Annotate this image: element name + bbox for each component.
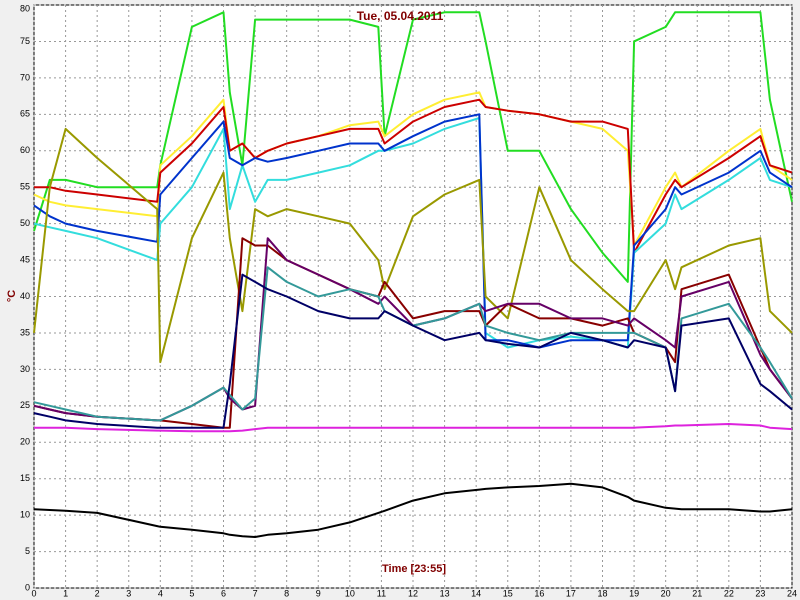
data-line xyxy=(33,482,793,538)
x-tick-label: 4 xyxy=(158,588,163,598)
x-tick-label: 23 xyxy=(755,588,765,598)
x-tick-label: 1 xyxy=(63,588,68,598)
x-tick-label: 12 xyxy=(408,588,418,598)
x-tick-label: 14 xyxy=(471,588,481,598)
y-tick-label: 50 xyxy=(20,218,30,228)
x-tick-label: 11 xyxy=(377,588,386,598)
y-tick-label: 25 xyxy=(20,400,30,410)
x-tick-label: 22 xyxy=(724,588,734,598)
y-tick-label: 20 xyxy=(20,437,30,447)
y-tick-label: 75 xyxy=(20,36,30,46)
x-tick-label: 24 xyxy=(787,588,797,598)
y-tick-label: 65 xyxy=(20,109,30,119)
data-line xyxy=(33,237,793,429)
x-axis-title: Time [23:55] xyxy=(382,563,446,575)
x-tick-label: 16 xyxy=(534,588,544,598)
x-tick-label: 21 xyxy=(692,588,702,598)
x-tick-label: 13 xyxy=(440,588,450,598)
x-tick-label: 19 xyxy=(629,588,639,598)
data-line xyxy=(33,91,793,247)
y-tick-label: 5 xyxy=(25,546,30,556)
chart-title: Tue, 05.04.2011 xyxy=(357,9,444,23)
x-tick-label: 5 xyxy=(189,588,194,598)
x-tick-label: 2 xyxy=(95,588,100,598)
x-tick-label: 9 xyxy=(316,588,321,598)
x-tick-label: 3 xyxy=(126,588,131,598)
y-tick-label: 70 xyxy=(20,72,30,82)
y-tick-label: 0 xyxy=(25,582,30,592)
y-tick-label: 80 xyxy=(20,3,30,13)
y-tick-label: 30 xyxy=(20,364,30,374)
data-line xyxy=(33,273,793,429)
y-tick-label: 60 xyxy=(20,145,30,155)
x-tick-label: 10 xyxy=(345,588,355,598)
x-tick-label: 6 xyxy=(221,588,226,598)
y-axis-title: °C xyxy=(6,290,18,302)
data-line xyxy=(33,127,793,364)
x-tick-label: 0 xyxy=(31,588,36,598)
data-line xyxy=(33,117,793,349)
y-tick-label: 15 xyxy=(20,473,30,483)
x-tick-label: 7 xyxy=(253,588,258,598)
y-tick-label: 40 xyxy=(20,291,30,301)
lines xyxy=(33,11,793,538)
x-tick-label: 8 xyxy=(284,588,289,598)
data-line xyxy=(34,98,793,254)
data-line xyxy=(33,113,793,349)
x-tick-label: 18 xyxy=(597,588,607,598)
y-tick-label: 55 xyxy=(20,182,30,192)
x-tick-label: 20 xyxy=(661,588,671,598)
x-tick-label: 17 xyxy=(566,588,576,598)
data-line xyxy=(34,423,793,433)
data-line xyxy=(33,11,793,283)
x-tick-label: 15 xyxy=(503,588,513,598)
y-tick-label: 35 xyxy=(20,327,30,337)
y-tick-label: 45 xyxy=(20,254,30,264)
y-tick-label: 10 xyxy=(20,510,30,520)
